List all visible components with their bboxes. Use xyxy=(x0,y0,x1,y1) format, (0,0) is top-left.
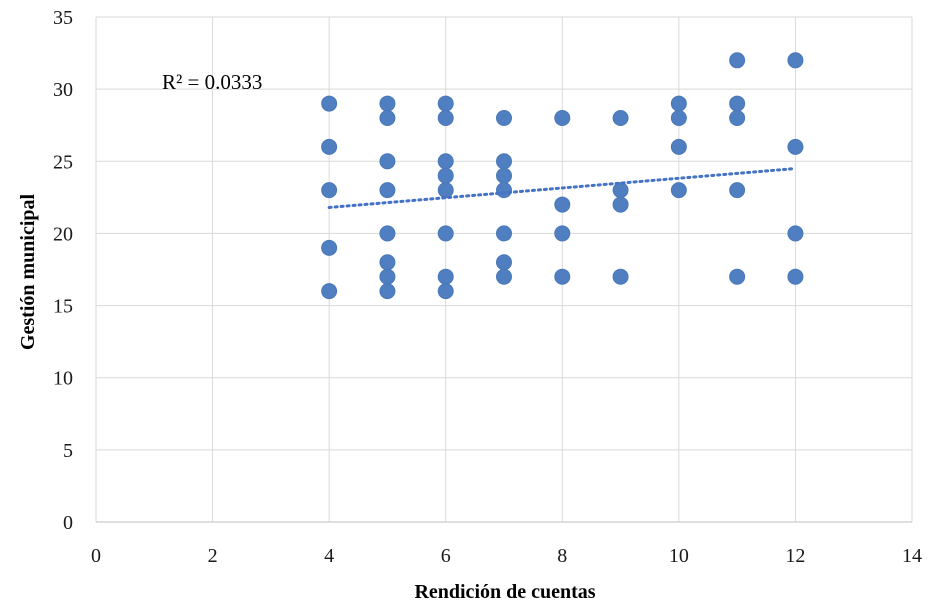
y-tick-label: 10 xyxy=(53,368,73,390)
y-tick-label: 0 xyxy=(63,512,73,534)
data-point xyxy=(437,95,454,112)
data-point xyxy=(612,110,629,126)
y-tick-labels: 0 5 10 15 20 25 30 35 xyxy=(53,7,73,534)
x-tick-label: 4 xyxy=(324,545,334,567)
data-point xyxy=(729,52,746,69)
x-tick-label: 8 xyxy=(557,545,567,567)
data-points xyxy=(321,52,804,300)
data-point xyxy=(554,196,571,213)
data-point xyxy=(729,95,746,112)
y-tick-label: 35 xyxy=(53,7,73,29)
data-point xyxy=(496,254,512,271)
x-tick-label: 0 xyxy=(91,545,101,567)
data-point xyxy=(437,225,454,242)
x-axis-title: Rendición de cuentas xyxy=(414,581,595,603)
data-point xyxy=(379,268,396,285)
data-point xyxy=(437,167,454,184)
y-tick-label: 20 xyxy=(53,223,73,245)
data-point xyxy=(496,153,512,170)
y-tick-label: 30 xyxy=(53,79,73,101)
data-point xyxy=(379,254,396,271)
data-point xyxy=(612,182,629,199)
data-point xyxy=(379,225,396,242)
data-point xyxy=(321,138,338,155)
data-point xyxy=(437,283,454,300)
x-tick-label: 6 xyxy=(441,545,451,567)
data-point xyxy=(321,182,338,199)
data-point xyxy=(729,182,746,199)
y-tick-label: 25 xyxy=(53,151,73,173)
data-point xyxy=(379,110,396,126)
data-point xyxy=(496,110,512,126)
data-point xyxy=(496,167,512,184)
data-point xyxy=(437,110,454,126)
data-point xyxy=(670,182,687,199)
y-axis-title: Gestión municipal xyxy=(17,193,39,350)
data-point xyxy=(612,268,629,285)
data-point xyxy=(787,225,804,242)
data-point xyxy=(321,239,338,256)
data-point xyxy=(729,268,746,285)
data-point xyxy=(496,182,512,199)
data-point xyxy=(496,268,512,285)
data-point xyxy=(437,153,454,170)
data-point xyxy=(787,138,804,155)
data-point xyxy=(670,138,687,155)
data-point xyxy=(670,95,687,112)
data-point xyxy=(496,225,512,242)
data-point xyxy=(787,52,804,69)
x-tick-labels: 0 2 4 6 8 10 12 14 xyxy=(91,545,922,567)
x-tick-label: 2 xyxy=(208,545,218,567)
x-tick-label: 12 xyxy=(785,545,805,567)
data-point xyxy=(437,182,454,199)
data-point xyxy=(379,182,396,199)
data-point xyxy=(437,268,454,285)
data-point xyxy=(670,110,687,126)
x-tick-label: 10 xyxy=(669,545,689,567)
y-tick-label: 5 xyxy=(63,440,73,462)
r-squared-annotation: R² = 0.0333 xyxy=(162,70,262,94)
data-point xyxy=(379,153,396,170)
data-point xyxy=(612,196,629,213)
x-tick-label: 14 xyxy=(902,545,922,567)
trendline xyxy=(327,167,797,209)
data-point xyxy=(321,283,338,300)
data-point xyxy=(379,283,396,300)
data-point xyxy=(379,95,396,112)
data-point xyxy=(554,268,571,285)
data-point xyxy=(729,110,746,126)
data-point xyxy=(554,225,571,242)
data-point xyxy=(321,95,338,112)
data-point xyxy=(554,110,571,126)
y-tick-label: 15 xyxy=(53,296,73,318)
data-point xyxy=(787,268,804,285)
